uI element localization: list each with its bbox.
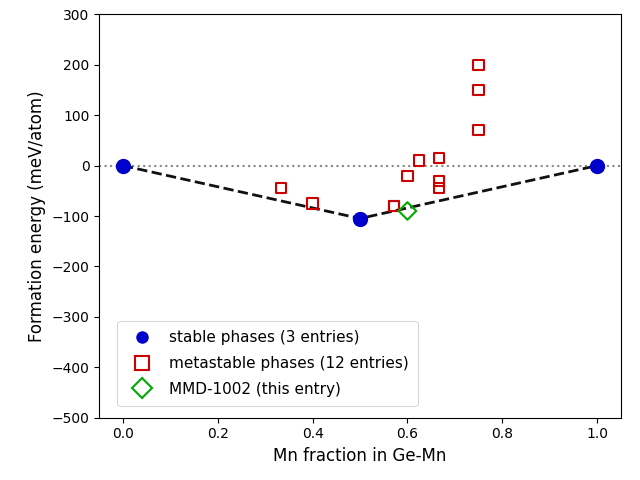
Point bbox=[307, 200, 317, 207]
Point bbox=[403, 207, 413, 215]
Point bbox=[414, 156, 424, 164]
Point bbox=[474, 127, 484, 134]
Point bbox=[434, 177, 444, 185]
Point bbox=[403, 172, 413, 180]
Point bbox=[474, 86, 484, 94]
Legend: stable phases (3 entries), metastable phases (12 entries), MMD-1002 (this entry): stable phases (3 entries), metastable ph… bbox=[117, 321, 418, 406]
Point bbox=[118, 162, 128, 169]
Point bbox=[388, 202, 399, 210]
Point bbox=[434, 184, 444, 192]
Point bbox=[388, 202, 399, 210]
Y-axis label: Formation energy (meV/atom): Formation energy (meV/atom) bbox=[28, 90, 46, 342]
X-axis label: Mn fraction in Ge-Mn: Mn fraction in Ge-Mn bbox=[273, 447, 447, 465]
Point bbox=[592, 162, 602, 169]
Point bbox=[355, 215, 365, 222]
Point bbox=[434, 154, 444, 162]
Point bbox=[474, 61, 484, 69]
Point bbox=[276, 184, 286, 192]
